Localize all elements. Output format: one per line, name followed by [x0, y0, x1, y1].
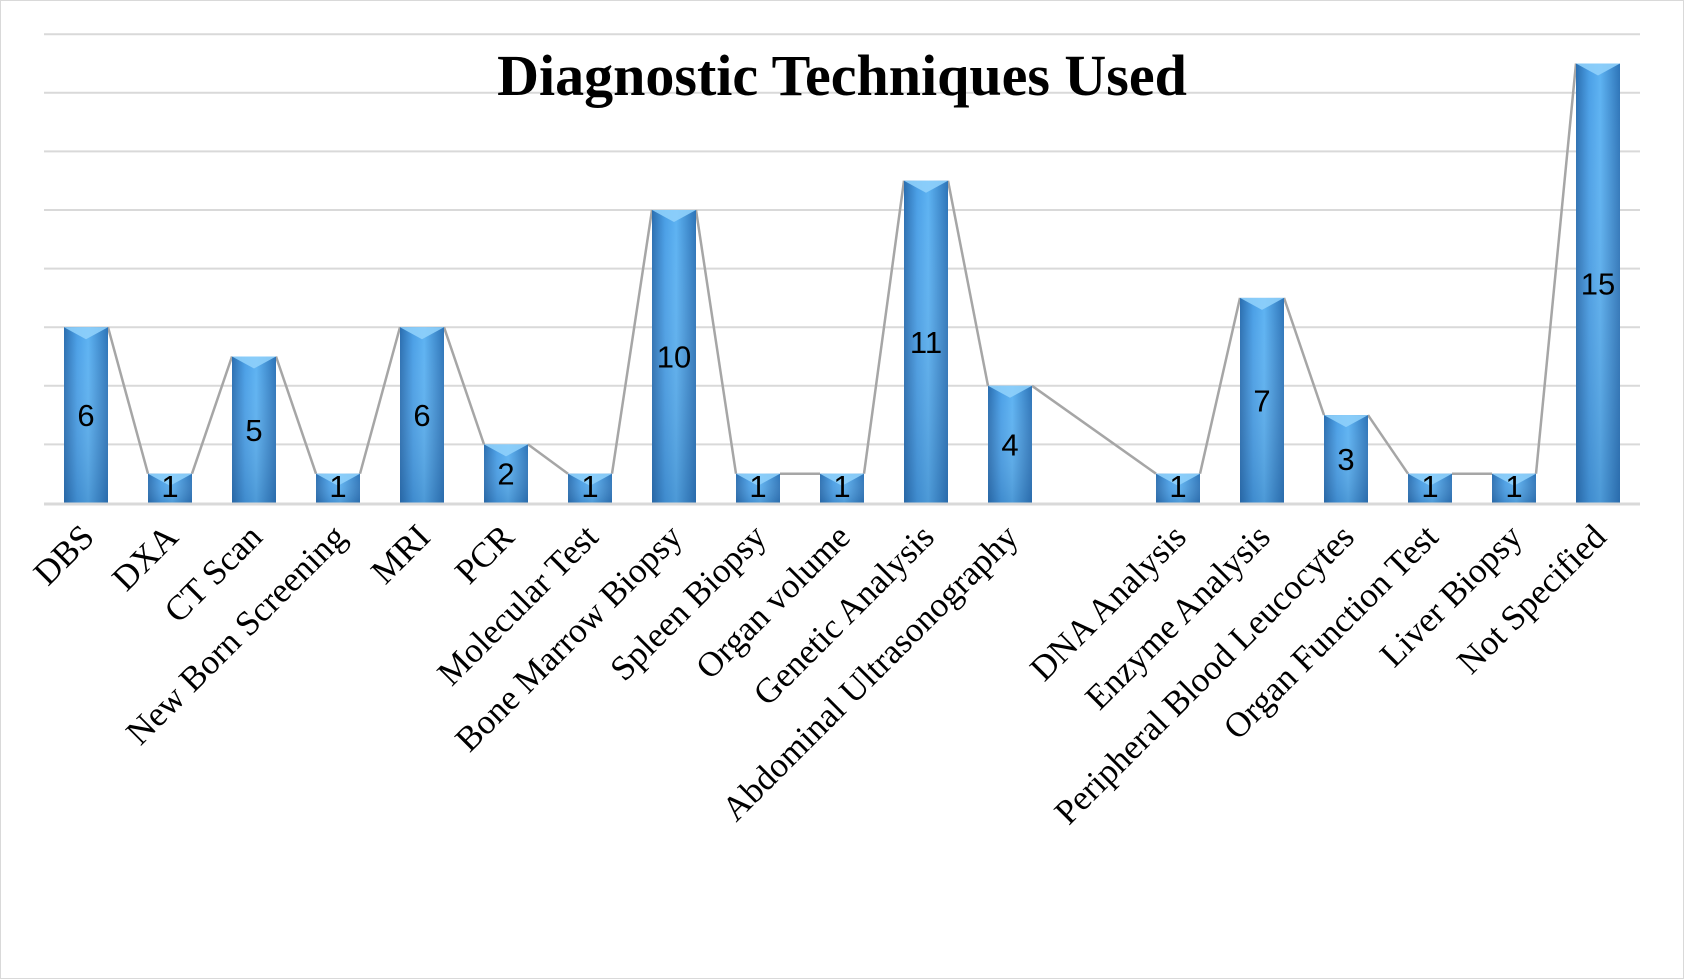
bar-top-bevel [1576, 63, 1620, 76]
value-label: 1 [161, 469, 178, 504]
connector-line [946, 180, 990, 387]
connector-line [190, 356, 234, 475]
bar [1324, 415, 1368, 503]
value-label: 1 [329, 469, 346, 504]
bar-top-bevel [1492, 473, 1536, 486]
bar [820, 473, 864, 503]
bar-shade [904, 180, 948, 503]
bar-top-bevel [652, 210, 696, 222]
connector-line [1366, 414, 1410, 475]
bar-shade [652, 210, 696, 503]
bar-top-bevel [148, 473, 192, 486]
value-label: 1 [1169, 469, 1186, 504]
connector-line [1031, 384, 1157, 475]
bar-top-bevel [400, 327, 444, 340]
connector-line [610, 209, 654, 474]
value-label: 4 [1001, 427, 1018, 462]
bar-top-bevel [484, 444, 528, 457]
bar [400, 327, 444, 503]
value-label: 3 [1337, 442, 1354, 477]
bar [1240, 297, 1284, 503]
bar-top-bevel [316, 473, 360, 486]
bar-shade [1324, 415, 1368, 503]
bar [316, 473, 360, 503]
bar [484, 444, 528, 503]
bar-shade [1576, 63, 1620, 503]
chart-title: Diagnostic Techniques Used [497, 43, 1187, 108]
bar-top-bevel [64, 327, 108, 340]
connector-line [442, 326, 486, 445]
value-label: 5 [245, 413, 262, 448]
bar [568, 473, 612, 503]
bar [1576, 63, 1620, 503]
connector-line [694, 209, 738, 474]
value-label: 6 [413, 398, 430, 433]
bar [148, 473, 192, 503]
value-label: 6 [77, 398, 94, 433]
value-label: 2 [497, 457, 514, 492]
value-label: 1 [833, 469, 850, 504]
bar-top-bevel [736, 473, 780, 486]
connector-line [274, 356, 318, 475]
value-label: 10 [657, 340, 691, 375]
bar-top-bevel [904, 180, 948, 193]
bar-top-bevel [820, 473, 864, 486]
bar-top-bevel [988, 385, 1032, 398]
category-label: MRI [363, 517, 437, 591]
connector-line [1534, 63, 1578, 474]
value-label: 1 [1505, 469, 1522, 504]
bar-shade [232, 356, 276, 503]
bar [652, 210, 696, 503]
value-label: 11 [910, 325, 942, 360]
bar [988, 385, 1032, 503]
bar-shade [64, 327, 108, 503]
connector-line [1282, 297, 1326, 416]
bar-top-bevel [1240, 297, 1284, 310]
bar [736, 473, 780, 503]
bar-top-bevel [232, 356, 276, 369]
bar [64, 327, 108, 503]
bars [64, 63, 1620, 503]
category-label: DBS [26, 517, 102, 593]
bar-top-bevel [1408, 473, 1452, 486]
bar-shade [1240, 297, 1284, 503]
connector-line [862, 180, 906, 474]
connector-line [1198, 297, 1242, 474]
value-label: 1 [749, 469, 766, 504]
connector-lines [106, 63, 1578, 475]
gridlines [44, 33, 1640, 446]
bar-top-bevel [1156, 473, 1200, 486]
bar [904, 180, 948, 503]
bar [232, 356, 276, 503]
bar-top-bevel [568, 473, 612, 486]
value-label: 1 [1421, 469, 1438, 504]
bar [1408, 473, 1452, 503]
value-label: 1 [581, 469, 598, 504]
bar-top-bevel [1324, 415, 1368, 428]
bar [1156, 473, 1200, 503]
value-label: 15 [1581, 266, 1615, 301]
connector-line [527, 443, 569, 475]
bar-shade [400, 327, 444, 503]
category-label: PCR [447, 517, 522, 592]
value-label: 7 [1253, 383, 1270, 418]
connector-line [106, 326, 150, 475]
bar-shade [988, 385, 1032, 503]
bar [1492, 473, 1536, 503]
connector-line [358, 326, 402, 475]
